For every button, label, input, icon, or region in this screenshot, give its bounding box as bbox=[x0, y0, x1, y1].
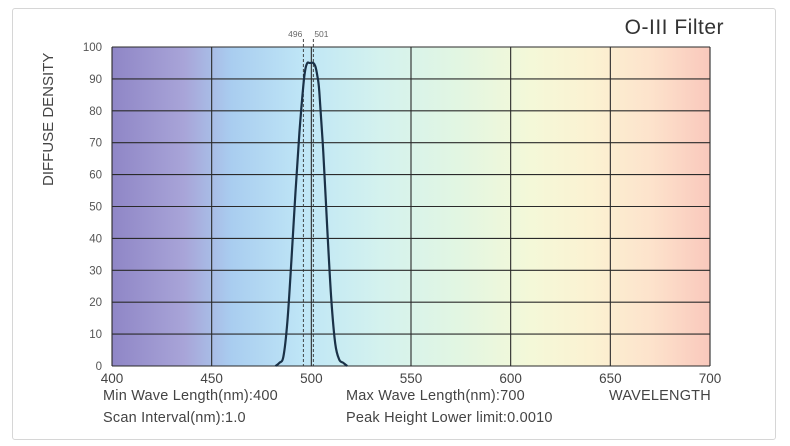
marker-label: 501 bbox=[314, 29, 328, 39]
x-tick-label: 400 bbox=[101, 371, 124, 386]
x-tick-label: 600 bbox=[499, 371, 522, 386]
y-tick-label: 80 bbox=[89, 106, 102, 118]
y-axis-label: DIFFUSE DENSITY bbox=[40, 52, 57, 186]
x-axis-label: WAVELENGTH bbox=[609, 388, 711, 404]
peak-height-limit: Peak Height Lower limit:0.0010 bbox=[346, 410, 553, 426]
y-tick-label: 50 bbox=[89, 202, 102, 214]
marker-lines: 496 501 bbox=[288, 29, 329, 366]
y-tick-labels: 0 10 20 30 40 50 60 70 80 90 100 bbox=[83, 42, 102, 373]
y-tick-label: 10 bbox=[89, 329, 102, 341]
x-tick-label: 450 bbox=[200, 371, 223, 386]
chart-title: O-III Filter bbox=[624, 16, 724, 39]
grid bbox=[111, 46, 711, 367]
y-tick-label: 90 bbox=[89, 74, 102, 86]
x-tick-label: 500 bbox=[300, 371, 323, 386]
scan-interval: Scan Interval(nm):1.0 bbox=[103, 410, 246, 426]
y-tick-label: 40 bbox=[89, 233, 102, 245]
x-tick-label: 550 bbox=[400, 371, 423, 386]
marker-label: 496 bbox=[288, 29, 302, 39]
max-wave-length: Max Wave Length(nm):700 bbox=[346, 388, 525, 404]
y-tick-label: 100 bbox=[83, 42, 102, 54]
x-tick-labels: 400 450 500 550 600 650 700 bbox=[101, 371, 722, 386]
x-tick-label: 650 bbox=[599, 371, 622, 386]
y-tick-label: 60 bbox=[89, 170, 102, 182]
y-tick-label: 70 bbox=[89, 138, 102, 150]
filter-curve bbox=[274, 61, 348, 367]
y-tick-label: 0 bbox=[96, 361, 102, 373]
min-wave-length: Min Wave Length(nm):400 bbox=[103, 388, 278, 404]
x-tick-label: 700 bbox=[699, 371, 722, 386]
y-tick-label: 30 bbox=[89, 265, 102, 277]
y-tick-label: 20 bbox=[89, 297, 102, 309]
